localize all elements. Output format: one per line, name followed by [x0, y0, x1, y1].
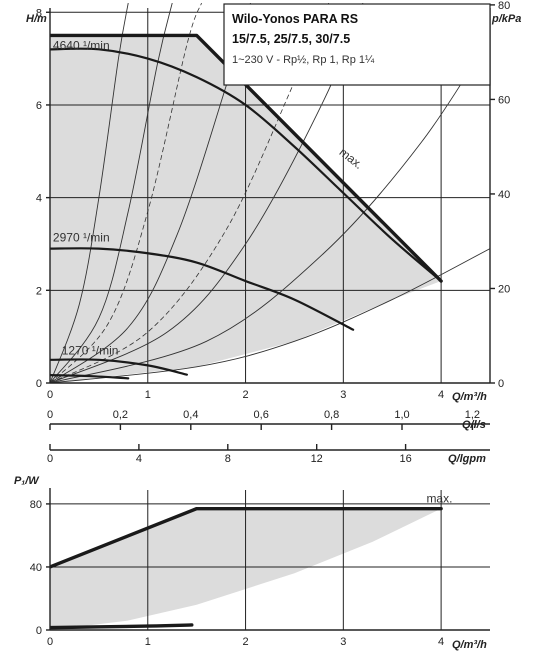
- series-power-max: [50, 506, 443, 569]
- tick-label-power: 0: [36, 625, 42, 637]
- tick-label-flow: 1: [145, 389, 151, 401]
- pump-speed-curves: [50, 33, 443, 380]
- chart-title: Wilo-Yonos PARA RS: [232, 12, 358, 26]
- head-flow-panel: 0 2 4 6 8 0 20 40 60 80 0 1 2 3 4 H/m p/kPa Q/m³/h 4…: [26, 0, 521, 403]
- tick-label-flow-power: 4: [438, 636, 444, 648]
- flow-lps-scale: 0 0,2 0,4 0,6 0,8 1,0 1,2: [47, 409, 480, 430]
- tick-label-power: 80: [30, 499, 42, 511]
- y-axis-label-head: H/m: [26, 13, 47, 25]
- tick-label-lps: 0,8: [324, 409, 339, 421]
- power-curve-label: max.: [426, 491, 452, 505]
- tick-label-gpm: 8: [225, 453, 231, 465]
- tick-label-pressure: 20: [498, 283, 510, 295]
- chart-subtitle-voltage: 1~230 V - Rp½, Rp 1, Rp 1¼: [232, 54, 375, 66]
- curve-label: 2970 ¹/min: [53, 231, 110, 245]
- title-box-frame: [223, 3, 491, 86]
- tick-label-power: 40: [30, 562, 42, 574]
- series-speed-curve: [50, 374, 130, 380]
- tick-label-flow: 0: [47, 389, 53, 401]
- x-axis-label-flow-power: Q/m³/h: [452, 639, 487, 651]
- series-max-curve: [50, 33, 443, 283]
- tick-label-flow-power: 2: [242, 636, 248, 648]
- tick-label-lps: 0,6: [254, 409, 269, 421]
- system-curve: [50, 36, 490, 383]
- dashed-system-curve: [50, 3, 202, 383]
- tick-label-gpm: 16: [399, 453, 411, 465]
- tick-label-pressure: 40: [498, 189, 510, 201]
- tick-label-flow: 3: [340, 389, 346, 401]
- tick-label-lps: 0: [47, 409, 53, 421]
- power-grid: [50, 490, 490, 630]
- tick-label-flow: 2: [242, 389, 248, 401]
- power-curves: [50, 506, 443, 630]
- curve-label: max.: [337, 145, 366, 172]
- curve-label: 4640 ¹/min: [53, 38, 110, 52]
- tick-label-head: 0: [36, 378, 42, 390]
- tick-label-head: 2: [36, 285, 42, 297]
- flow-lps-label: Q/l/s: [462, 419, 486, 431]
- flow-gpm-label: Q/lgpm: [448, 453, 486, 465]
- chart-subtitle: 15/7.5, 25/7.5, 30/7.5: [232, 32, 350, 46]
- flow-tick-labels: 0 1 2 3 4: [47, 389, 444, 401]
- tick-label-lps: 0,4: [183, 409, 198, 421]
- tick-label-lps: 0,2: [113, 409, 128, 421]
- tick-label-flow-power: 1: [145, 636, 151, 648]
- curve-label: 1270 ¹/min: [62, 343, 119, 357]
- pressure-tick-labels: 0 20 40 60 80: [490, 0, 510, 390]
- secondary-flow-scales: 0 0,2 0,4 0,6 0,8 1,0 1,2 Q/l/s 0 4 8 12 16 Q/lgpm: [47, 409, 490, 465]
- tick-label-head: 6: [36, 100, 42, 112]
- tick-label-gpm: 0: [47, 453, 53, 465]
- tick-label-pressure: 60: [498, 94, 510, 106]
- head-tick-labels: 0 2 4 6 8: [36, 7, 50, 390]
- power-flow-tick-labels: 0 1 2 3 4: [47, 636, 444, 648]
- power-panel: 0 40 80 0 1 2 3 4 P₁/W Q/m³/h max.: [14, 475, 490, 651]
- tick-label-head: 4: [36, 193, 42, 205]
- tick-label-flow: 4: [438, 389, 444, 401]
- tick-label-flow-power: 0: [47, 636, 53, 648]
- tick-label-lps: 1,0: [394, 409, 409, 421]
- flow-gpm-scale: 0 4 8 12 16: [47, 444, 412, 465]
- y-axis-label-pressure: p/kPa: [491, 13, 521, 25]
- tick-label-pressure: 0: [498, 378, 504, 390]
- x-axis-label-flow: Q/m³/h: [452, 391, 487, 403]
- system-curve: [50, 3, 129, 383]
- series-speed-curve: [50, 47, 443, 283]
- system-curve: [50, 3, 173, 383]
- tick-label-flow-power: 3: [340, 636, 346, 648]
- series-speed-curve: [50, 358, 188, 376]
- tick-label-gpm: 12: [311, 453, 323, 465]
- tick-label-lps: 1,2: [465, 409, 480, 421]
- series-power-min: [50, 623, 194, 630]
- y-axis-label-power: P₁/W: [14, 475, 40, 487]
- tick-label-pressure: 80: [498, 0, 510, 12]
- tick-label-gpm: 4: [136, 453, 142, 465]
- title-box: Wilo-Yonos PARA RS 15/7.5, 25/7.5, 30/7.…: [223, 3, 491, 86]
- system-curve-lowest: [50, 248, 490, 383]
- series-speed-curve: [50, 247, 355, 331]
- tick-label-head: 8: [36, 7, 42, 19]
- power-annotations: max.: [426, 491, 452, 505]
- power-tick-labels: 0 40 80: [30, 499, 50, 637]
